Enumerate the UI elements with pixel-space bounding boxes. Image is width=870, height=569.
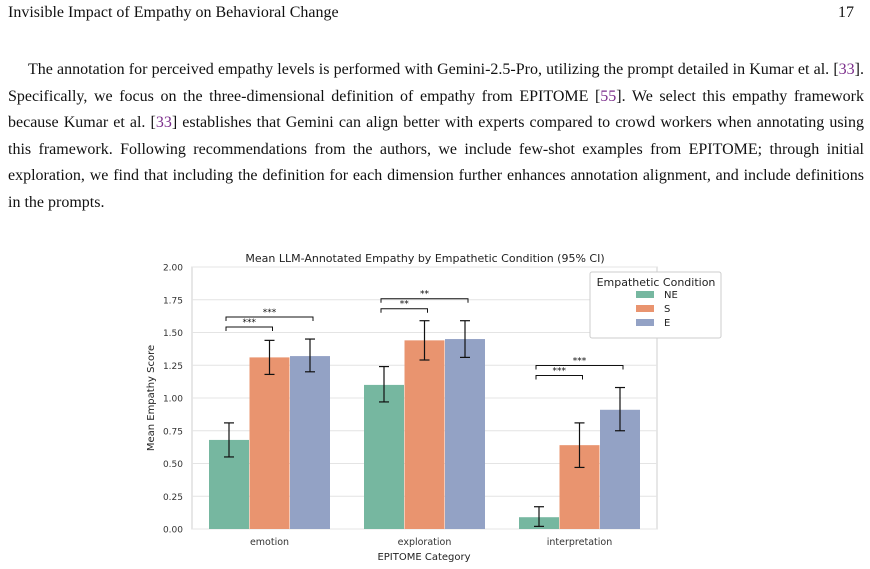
legend-swatch-E: [636, 319, 654, 326]
significance-bracket: [380, 298, 469, 303]
y-tick-label: 2.00: [163, 264, 183, 274]
chart-title: Mean LLM-Annotated Empathy by Empathetic…: [245, 252, 604, 265]
x-tick-label-interpretation: interpretation: [547, 537, 612, 548]
y-axis-label: Mean Empathy Score: [146, 345, 157, 451]
bars: [209, 339, 640, 529]
significance-label: **: [400, 300, 410, 310]
paragraph-text-3: ]. We select this empathy framework beca…: [8, 87, 865, 132]
significance-label: ***: [263, 308, 277, 318]
running-header: Invisible Impact of Empathy on Behaviora…: [8, 4, 862, 26]
significance-label: **: [420, 290, 430, 300]
x-tick-label-exploration: exploration: [398, 537, 452, 548]
running-title: Invisible Impact of Empathy on Behaviora…: [8, 4, 339, 21]
legend-title: Empathetic Condition: [597, 276, 716, 289]
paragraph-text-4: ] establishes that Gemini can align bett…: [8, 114, 865, 211]
legend: Empathetic Condition NE SE: [589, 271, 722, 339]
x-tick-labels: emotion exploration interpretation: [250, 537, 612, 548]
y-tick-label: 0.50: [163, 460, 183, 470]
y-tick-label: 0.25: [163, 493, 183, 503]
significance-bracket: [380, 308, 428, 313]
y-tick-label: 1.25: [163, 362, 183, 372]
bar-emotion-E: [290, 356, 330, 529]
significance-label: ***: [553, 367, 567, 377]
legend-swatch-NE: [636, 291, 654, 298]
y-tick-label: 1.75: [163, 296, 183, 306]
citation-link-55[interactable]: 55: [600, 87, 617, 105]
significance-bracket: [535, 375, 583, 380]
x-axis-label: EPITOME Category: [377, 552, 470, 563]
bar-emotion-S: [249, 357, 290, 529]
legend-box: [589, 271, 722, 339]
significance-label: ***: [573, 357, 587, 367]
legend-label-NE: NE: [664, 290, 678, 301]
significance-bracket: [225, 326, 273, 332]
page-number: 17: [838, 4, 854, 21]
significance-brackets: ****************: [225, 290, 624, 380]
significance-bracket: [535, 365, 624, 370]
bar-exploration-NE: [364, 384, 404, 529]
bar-exploration-E: [445, 339, 485, 529]
x-tick-label-emotion: emotion: [250, 537, 289, 548]
y-tick-label: 0.75: [163, 427, 183, 437]
citation-link-33[interactable]: 33: [838, 61, 855, 78]
paragraph-text-1: The annotation for perceived empathy lev…: [28, 61, 839, 78]
y-tick-label: 0.00: [163, 526, 183, 536]
significance-label: ***: [243, 318, 257, 328]
legend-label-E: E: [664, 318, 670, 329]
y-tick-label: 1.50: [163, 329, 183, 339]
bar-exploration-S: [404, 340, 445, 529]
y-tick-labels: 0.00 0.25 0.50 0.75 1.00 1.25 1.50 1.75 2.00: [163, 264, 183, 536]
significance-bracket: [225, 316, 314, 322]
y-tick-label: 1.00: [163, 395, 183, 405]
citation-link-33-second[interactable]: 33: [155, 114, 172, 132]
error-bars: [224, 320, 625, 527]
legend-swatch-S: [636, 305, 654, 312]
body-paragraph: The annotation for perceived empathy lev…: [8, 57, 864, 217]
legend-label-S: S: [664, 304, 670, 315]
paragraph-text-2: ]. Specifically, we focus on the three-d…: [8, 61, 864, 105]
